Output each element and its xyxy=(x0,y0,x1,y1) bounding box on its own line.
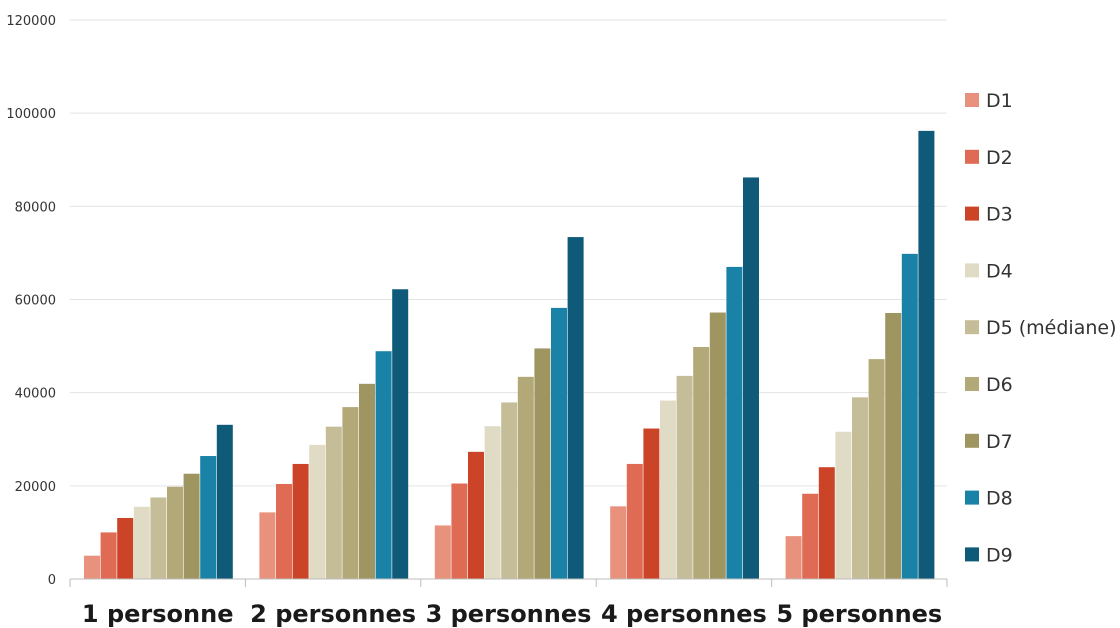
bar xyxy=(200,456,217,579)
bar xyxy=(100,532,117,579)
bar xyxy=(133,506,150,579)
legend-swatch xyxy=(965,206,979,221)
bar xyxy=(643,428,660,579)
bar xyxy=(610,506,627,579)
x-tick-label: 3 personnes xyxy=(426,600,592,628)
bars xyxy=(84,130,935,579)
bar xyxy=(802,493,819,579)
legend-entry: D8 xyxy=(986,488,1013,510)
bar xyxy=(309,444,326,579)
legend-entry: D1 xyxy=(986,90,1013,112)
gridlines xyxy=(70,19,947,487)
bar xyxy=(818,467,835,579)
y-tick-label: 40000 xyxy=(15,387,56,402)
bar xyxy=(375,351,392,579)
bar xyxy=(342,407,359,579)
legend-entry: D5 (médiane) xyxy=(986,317,1117,339)
bar xyxy=(726,266,743,579)
bar xyxy=(868,359,885,579)
y-tick-label: 60000 xyxy=(15,294,56,309)
y-tick-label: 0 xyxy=(48,573,56,588)
bar xyxy=(885,313,902,579)
bar xyxy=(451,483,468,579)
legend-entry: D9 xyxy=(986,544,1013,566)
bar xyxy=(534,348,551,579)
bar xyxy=(901,253,918,579)
y-tick-label: 20000 xyxy=(15,480,56,495)
bar xyxy=(484,426,501,579)
bar xyxy=(501,402,518,579)
bar xyxy=(785,536,802,579)
legend-swatch xyxy=(965,433,979,448)
bar xyxy=(216,424,233,579)
legend-entry: D4 xyxy=(986,260,1013,282)
legend-swatch xyxy=(965,490,979,505)
bar xyxy=(676,375,693,579)
x-axis xyxy=(69,578,948,587)
bar xyxy=(183,473,200,579)
bar xyxy=(551,307,567,579)
bar xyxy=(434,525,451,579)
legend-swatch xyxy=(965,149,979,164)
legend-entry: D6 xyxy=(986,374,1013,396)
x-tick-label: 1 personne xyxy=(82,600,234,628)
legend: D1 D2 D3 D4 D5 (médiane) D6 D7 D8 D9 xyxy=(965,90,1117,566)
legend-entry: D7 xyxy=(986,431,1013,453)
y-tick-label: 80000 xyxy=(15,200,56,215)
bar xyxy=(84,555,100,579)
bar xyxy=(392,289,409,579)
bar xyxy=(150,497,167,579)
bar xyxy=(743,177,759,579)
bar xyxy=(626,463,643,579)
bar xyxy=(567,237,584,579)
x-tick-label: 4 personnes xyxy=(601,600,767,628)
bar xyxy=(292,463,309,579)
legend-entry: D3 xyxy=(986,204,1013,226)
bar xyxy=(693,347,710,579)
x-tick-label: 5 personnes xyxy=(776,600,942,628)
bar xyxy=(918,130,935,579)
bar xyxy=(276,483,292,579)
bar xyxy=(660,400,676,579)
legend-swatch xyxy=(965,93,979,107)
x-axis-ticks: 1 personne 2 personnes 3 personnes 4 person… xyxy=(82,600,942,628)
bar xyxy=(835,431,852,579)
y-tick-label: 120000 xyxy=(6,14,56,29)
bar xyxy=(517,376,534,579)
bar xyxy=(259,512,276,579)
bar xyxy=(709,312,726,579)
bar xyxy=(852,397,868,579)
bar xyxy=(325,426,342,579)
y-axis-ticks: 0 20000 40000 60000 80000 100000 120000 xyxy=(6,14,56,588)
legend-swatch xyxy=(965,547,979,562)
legend-swatch xyxy=(965,377,979,391)
bar xyxy=(167,486,183,579)
y-tick-label: 100000 xyxy=(6,107,56,122)
bar xyxy=(117,517,134,579)
bar xyxy=(359,383,375,579)
legend-swatch xyxy=(965,263,979,278)
legend-swatch xyxy=(965,320,979,335)
legend-entry: D2 xyxy=(986,147,1013,169)
x-tick-label: 2 personnes xyxy=(250,600,416,628)
bar xyxy=(468,451,484,579)
